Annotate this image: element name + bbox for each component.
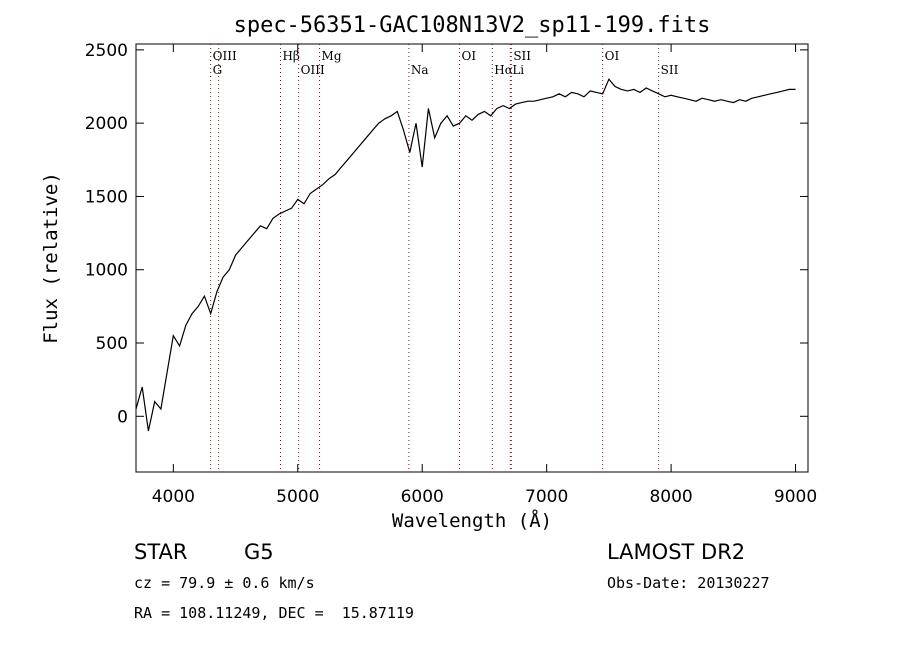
coordinates-text: RA = 108.11249, DEC = 15.87119 (134, 604, 414, 622)
spectral-line-label: Li (512, 63, 524, 77)
y-tick-label: 2000 (85, 114, 128, 134)
chart-title: spec-56351-GAC108N13V2_sp11-199.fits (234, 13, 711, 38)
x-tick-label: 5000 (276, 487, 319, 507)
spectral-line-label: OI (605, 49, 620, 63)
class-label: STAR (134, 540, 188, 564)
spectral-line-label: G (213, 63, 223, 77)
spectral-line-label: Mg (322, 49, 342, 63)
x-tick-label: 9000 (774, 487, 817, 507)
spectral-line-label: OI (462, 49, 477, 63)
series-layer (135, 78, 796, 432)
y-tick-label: 500 (96, 334, 128, 354)
y-tick-label: 1500 (85, 187, 128, 207)
spectral-line-label: OIII (213, 49, 237, 63)
y-tick-label: 2500 (85, 41, 128, 61)
x-axis-label: Wavelength (Å) (392, 509, 552, 532)
axis-ticks: 4000 5000 6000 7000 8000 9000 0 500 1000 1500 2000… (85, 41, 817, 507)
redshift-text: cz = 79.9 ± 0.6 km/s (134, 574, 315, 592)
x-tick-label: 6000 (401, 487, 444, 507)
plot-frame (135, 43, 809, 473)
x-tick-label: 4000 (152, 487, 195, 507)
y-axis-label: Flux (relative) (40, 172, 62, 344)
spectral-line-label: Na (411, 63, 429, 77)
obs-date-text: Obs-Date: 20130227 (607, 574, 770, 592)
y-tick-label: 0 (117, 407, 128, 427)
y-tick-label: 1000 (85, 261, 128, 281)
spectral-line-label: SII (661, 63, 679, 77)
spectral-line-label: OIII (301, 63, 325, 77)
spectral-line-label: Hα (494, 63, 513, 77)
survey-label: LAMOST DR2 (607, 540, 746, 564)
x-tick-label: 7000 (525, 487, 568, 507)
subclass-label: G5 (244, 540, 274, 564)
spectral-line-label: Hβ (282, 49, 299, 63)
spectral-line-label: SII (513, 49, 531, 63)
x-tick-label: 8000 (649, 487, 692, 507)
spectrum-series-line (135, 78, 796, 432)
